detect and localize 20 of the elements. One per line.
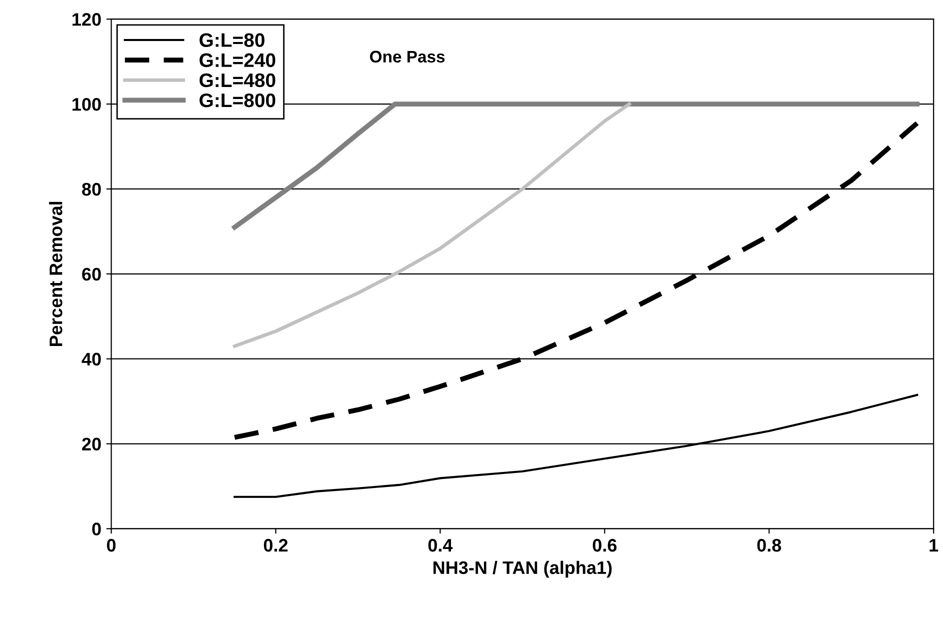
legend-label: G:L=240	[200, 53, 276, 68]
x-tick-label: 0.8	[757, 538, 782, 552]
y-tick-label: 40	[82, 352, 101, 366]
legend-label: G:L=80	[200, 33, 264, 48]
y-tick-label: 80	[82, 182, 101, 196]
legend-label: G:L=800	[200, 93, 276, 108]
y-tick-label: 20	[82, 438, 101, 450]
legend-label: G:L=480	[200, 73, 276, 88]
y-tick-label: 0	[92, 522, 101, 536]
x-axis-title: NH3-N / TAN (alpha1)	[434, 560, 612, 578]
x-tick-label: 0.2	[264, 538, 288, 552]
y-tick-label: 120	[72, 13, 101, 26]
x-tick-label: 0	[106, 538, 116, 552]
x-tick-label: 1	[930, 539, 938, 552]
x-tick-label: 0.6	[592, 538, 617, 552]
text: One Pass	[370, 50, 445, 63]
y-tick-label: 60	[82, 268, 101, 281]
y-tick-label: 100	[72, 98, 101, 111]
y-axis-title: Percent Removal	[49, 202, 62, 346]
x-tick-label: 0.4	[428, 538, 453, 552]
